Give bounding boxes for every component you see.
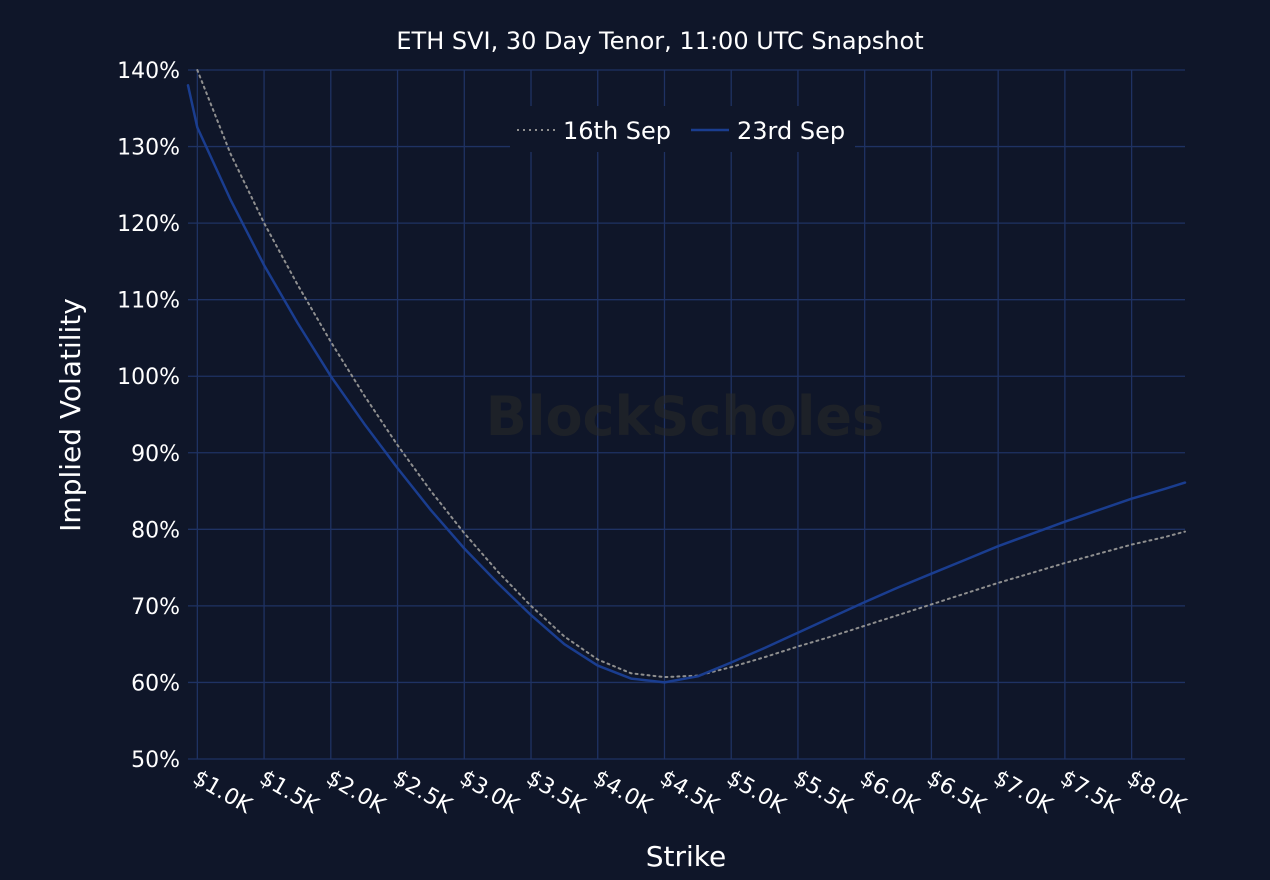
y-tick-label: 70% <box>131 595 180 620</box>
x-axis-label: Strike <box>646 840 727 873</box>
x-tick-label: $2.5K <box>389 766 457 820</box>
x-tick-label: $5.5K <box>789 766 857 820</box>
series-line-23rd-sep <box>186 84 1187 684</box>
y-tick-label: 60% <box>131 671 180 696</box>
grid <box>188 69 1185 760</box>
x-tick-label: $6.5K <box>922 766 990 820</box>
x-tick-label: $3.0K <box>455 766 523 820</box>
x-tick-label: $8.0K <box>1123 766 1191 820</box>
x-tick-label: $4.5K <box>655 766 723 820</box>
x-tick-label: $1.5K <box>255 766 323 820</box>
x-tick-label: $3.5K <box>522 766 590 820</box>
series-line-16th-sep <box>196 69 1186 679</box>
y-tick-label: 90% <box>131 442 180 467</box>
legend-label-23rd-sep: 23rd Sep <box>737 117 845 145</box>
x-tick-label: $7.0K <box>989 766 1057 820</box>
y-tick-label: 130% <box>117 136 180 161</box>
y-tick-label: 100% <box>117 365 180 390</box>
legend: 16th Sep 23rd Sep <box>510 106 855 152</box>
x-tick-label: $6.0K <box>856 766 924 820</box>
watermark-logo: BlockScholes <box>486 385 884 448</box>
legend-label-16th-sep: 16th Sep <box>563 117 671 145</box>
x-tick-label: $7.5K <box>1056 766 1124 820</box>
x-tick-label: $2.0K <box>322 766 390 820</box>
legend-background <box>510 106 855 152</box>
y-axis-label: Implied Volatility <box>54 298 87 532</box>
y-tick-label: 110% <box>117 289 180 314</box>
y-tick-label: 80% <box>131 518 180 543</box>
y-axis-ticks: 50% 60% 70% 80% 90% 100% 110% 120% 130% 140% <box>117 59 180 773</box>
x-tick-label: $4.0K <box>589 766 657 820</box>
series-layer <box>186 69 1187 684</box>
y-tick-label: 50% <box>131 748 180 773</box>
x-axis-ticks: $1.0K $1.5K $2.0K $2.5K $3.0K $3.5K $4.0K $4.5K… <box>188 766 1190 820</box>
x-tick-label: $1.0K <box>188 766 256 820</box>
y-tick-label: 120% <box>117 212 180 237</box>
chart-title: ETH SVI, 30 Day Tenor, 11:00 UTC Snapsho… <box>396 27 923 55</box>
y-tick-label: 140% <box>117 59 180 84</box>
x-tick-label: $5.0K <box>722 766 790 820</box>
